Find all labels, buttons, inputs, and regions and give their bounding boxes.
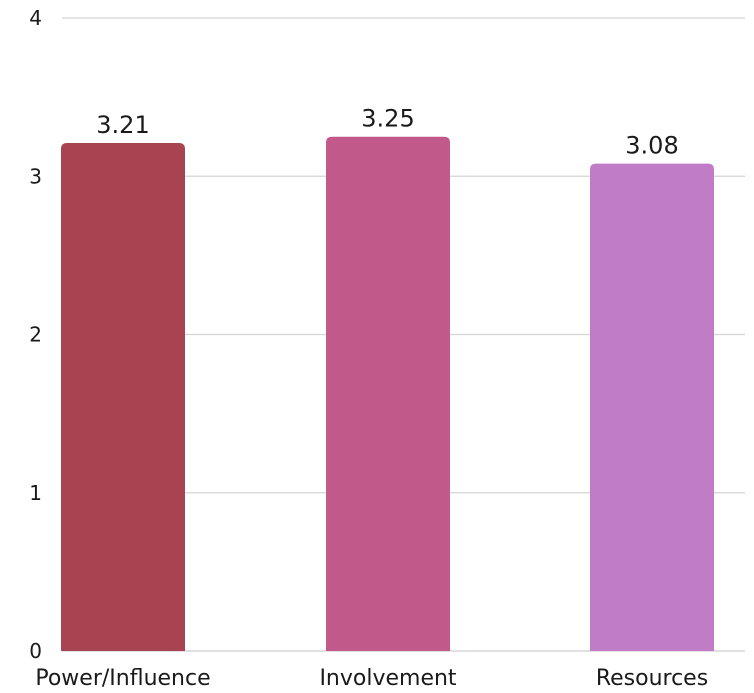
y-tick-label-4: 4 [29,6,42,30]
y-tick-label-2: 2 [29,323,42,347]
bar-power-influence [61,143,185,651]
bar-resources [590,163,714,651]
y-tick-label-0: 0 [29,639,42,663]
data-label-resources: 3.08 [625,132,678,160]
y-tick-label-1: 1 [29,481,42,505]
x-tick-label-power-influence: Power/Influence [35,666,210,691]
data-label-power-influence: 3.21 [96,111,149,139]
bar-involvement [326,136,450,651]
y-tick-label-3: 3 [29,164,42,188]
x-tick-label-resources: Resources [596,666,708,691]
data-label-involvement: 3.25 [361,105,414,133]
x-tick-label-involvement: Involvement [319,666,456,691]
